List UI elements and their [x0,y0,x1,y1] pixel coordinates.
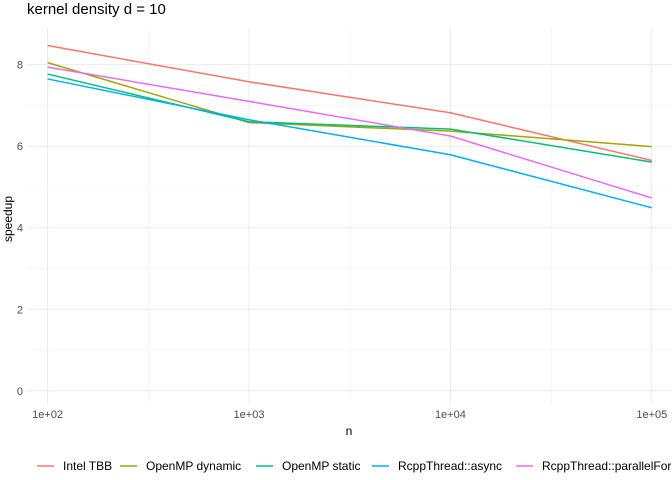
grid-minor [27,28,672,403]
series-line-1 [47,61,652,148]
chart-title: kernel density d = 10 [27,1,166,18]
x-tick-label: 1e+05 [636,409,667,421]
legend: Intel TBB OpenMP dynamic OpenMP static Rcpp… [37,459,671,473]
legend-label-0: Intel TBB [63,459,112,473]
legend-label-1: OpenMP dynamic [146,459,241,473]
y-tick-label: 4 [17,223,23,235]
series-line-3 [47,78,652,209]
y-tick-label: 2 [17,304,23,316]
legend-label-4: RcppThread::parallelFor [542,459,671,473]
x-tick-label: 1e+02 [32,409,63,421]
y-tick-label: 0 [17,386,23,398]
grid-major [27,28,672,403]
series-line-0 [47,44,652,162]
y-axis-label: speedup [1,196,15,242]
x-axis-label: n [346,424,353,438]
x-tick-label: 1e+04 [435,409,466,421]
y-tick-label: 6 [17,141,23,153]
legend-label-3: RcppThread::async [398,459,502,473]
series-line-4 [47,66,653,199]
x-tick-labels: 1e+02 1e+03 1e+04 1e+05 [32,409,667,421]
y-tick-labels: 0 2 4 6 8 [17,60,23,398]
series-line-2 [47,73,652,163]
x-tick-label: 1e+03 [234,409,265,421]
series-lines [47,44,653,209]
y-tick-label: 8 [17,60,23,72]
legend-label-2: OpenMP static [282,459,360,473]
